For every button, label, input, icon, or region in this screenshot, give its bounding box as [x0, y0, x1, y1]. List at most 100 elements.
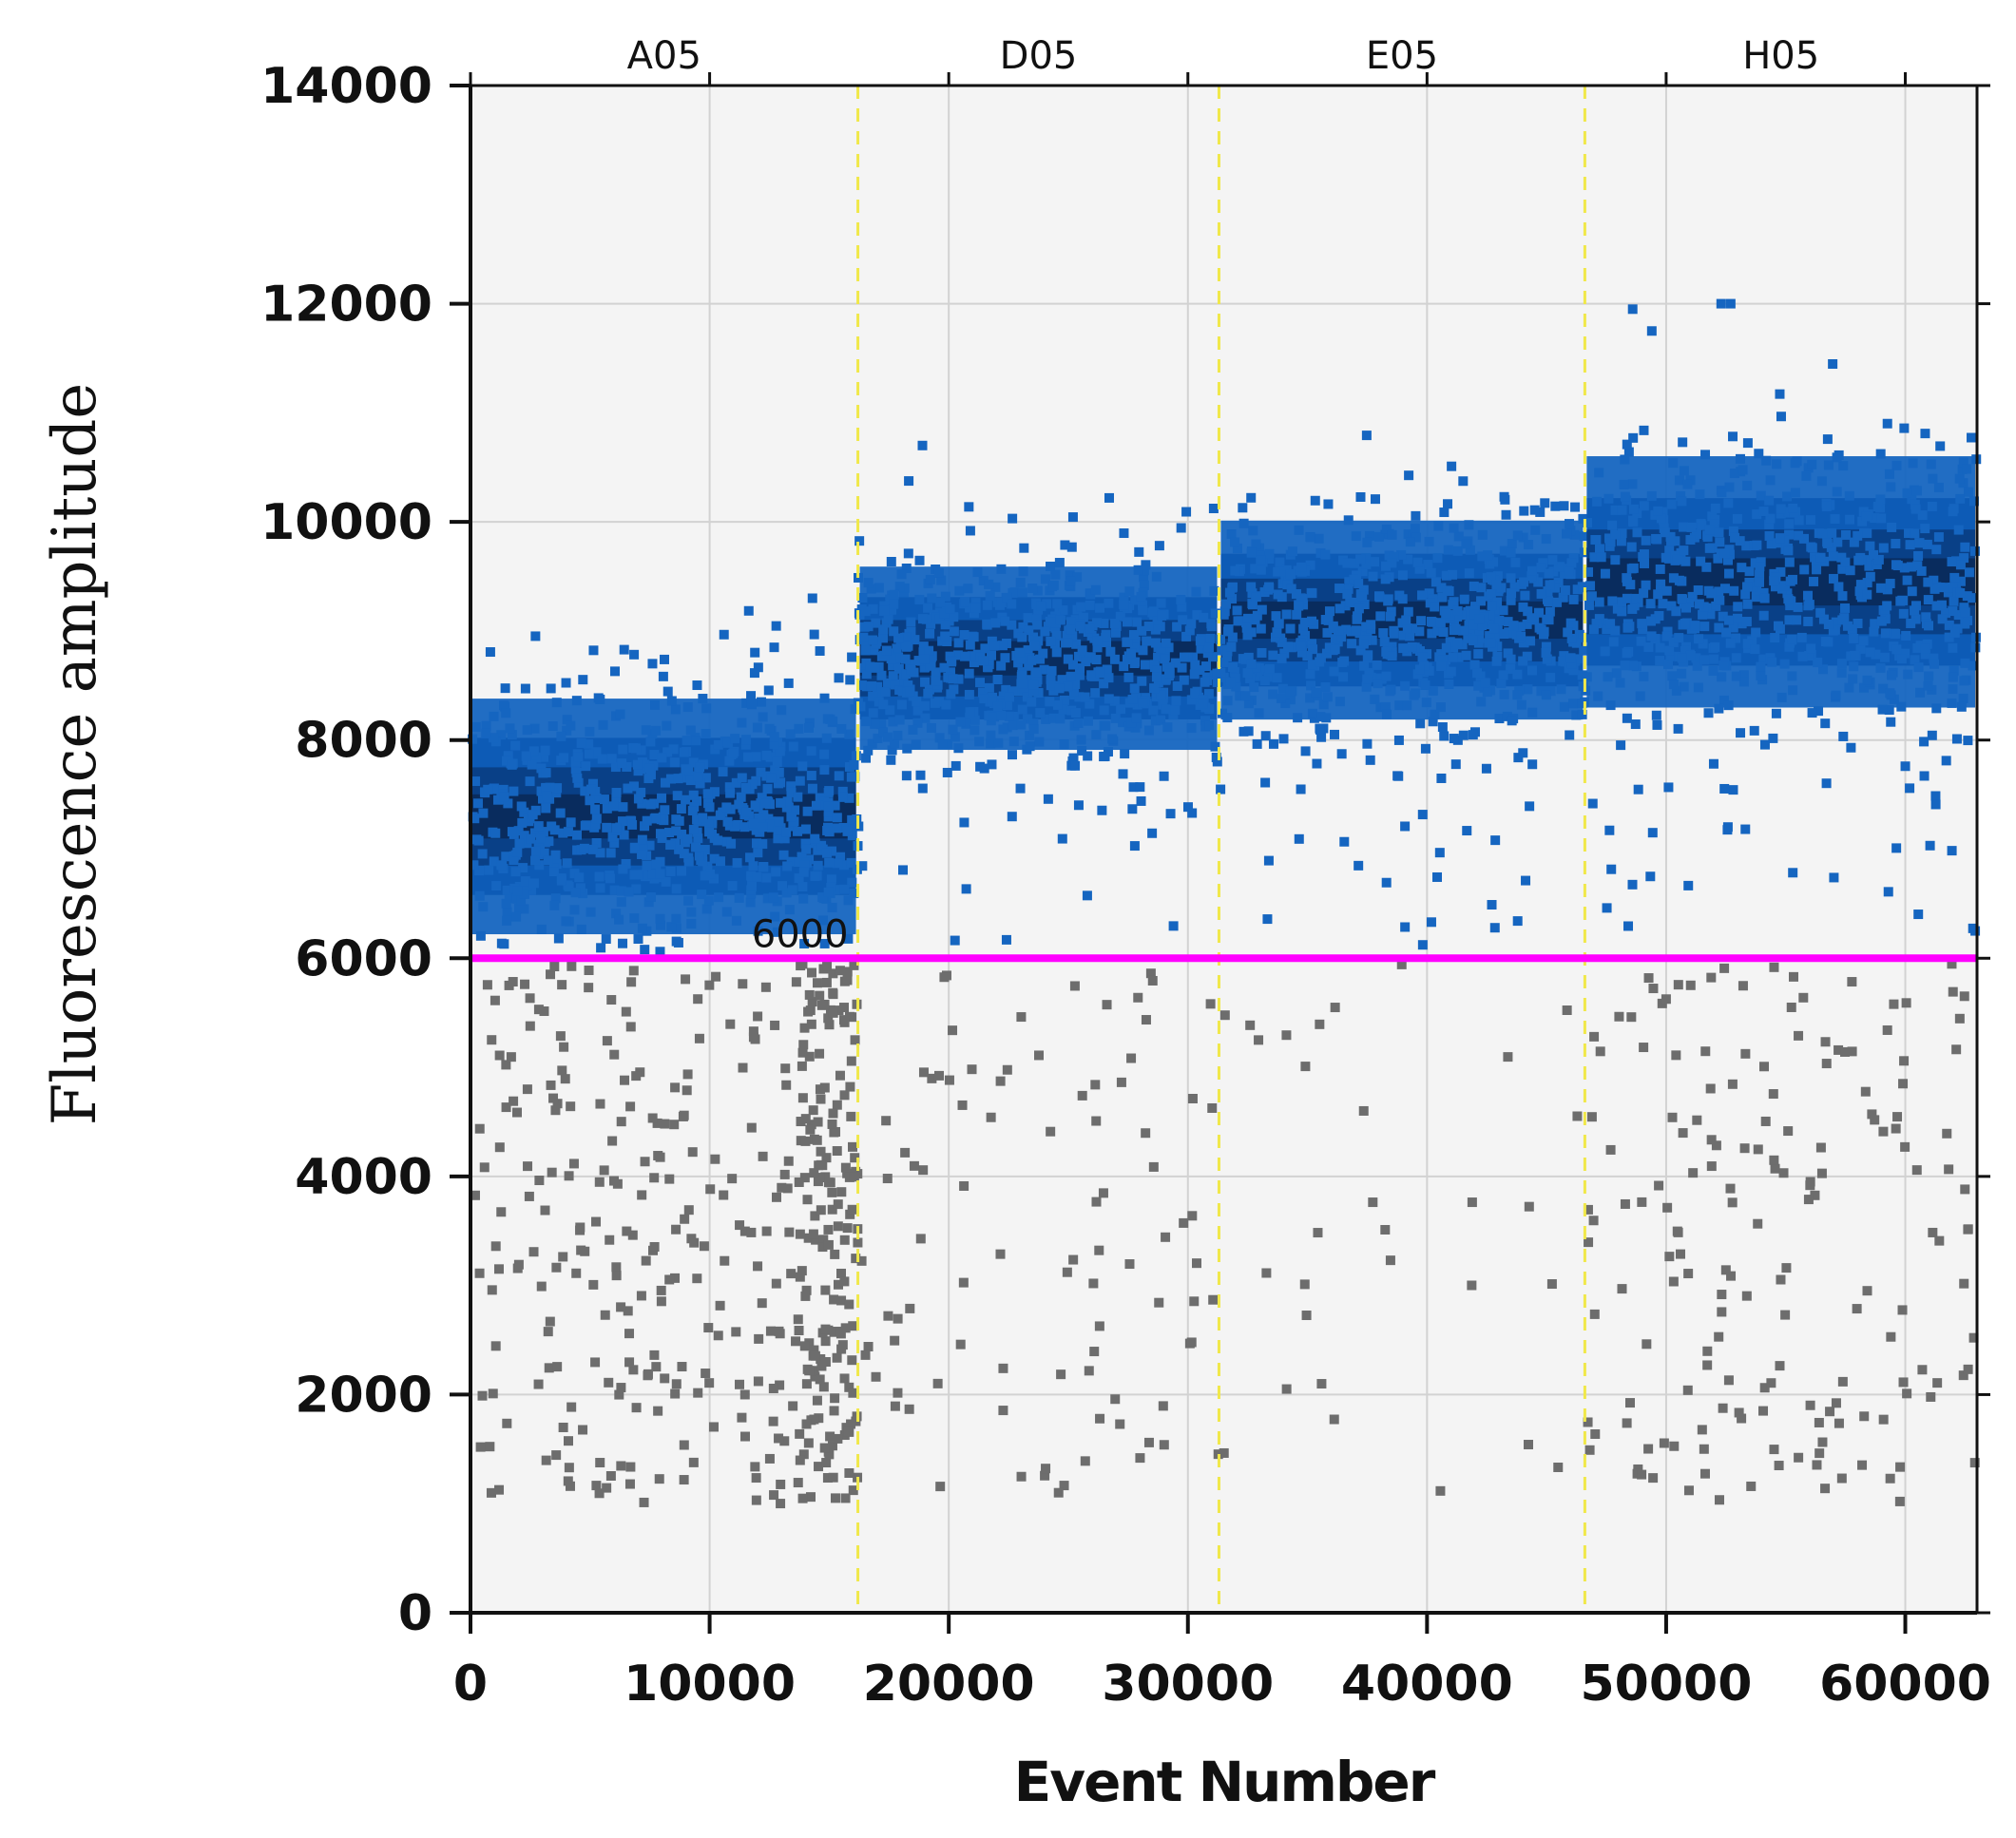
negative-droplet	[797, 1047, 808, 1058]
positive-droplet	[1378, 628, 1389, 639]
positive-droplet	[1293, 713, 1303, 723]
negative-droplet	[1862, 1286, 1872, 1296]
positive-droplet	[863, 622, 874, 632]
positive-droplet	[1668, 573, 1679, 584]
negative-droplet	[1753, 1218, 1763, 1229]
positive-droplet	[601, 934, 611, 945]
positive-droplet	[584, 749, 594, 759]
positive-droplet	[1882, 418, 1892, 429]
negative-droplet	[847, 1204, 857, 1215]
negative-droplet	[703, 1323, 714, 1333]
negative-droplet	[1207, 1102, 1218, 1113]
positive-droplet	[933, 567, 944, 578]
positive-droplet	[1788, 685, 1798, 696]
negative-droplet	[1056, 1369, 1066, 1380]
positive-droplet	[1541, 690, 1551, 700]
positive-droplet	[1663, 660, 1674, 670]
positive-droplet	[849, 759, 859, 770]
negative-droplet	[474, 1123, 485, 1134]
positive-droplet	[1370, 557, 1380, 567]
positive-droplet	[1891, 843, 1902, 853]
negative-droplet	[1917, 1365, 1928, 1375]
positive-droplet	[1223, 626, 1234, 637]
positive-droplet	[490, 828, 501, 838]
negative-droplet	[822, 1473, 833, 1484]
positive-droplet	[1355, 554, 1366, 565]
positive-droplet	[1246, 492, 1257, 503]
positive-droplet	[741, 698, 752, 708]
positive-droplet	[1541, 534, 1551, 545]
negative-droplet	[1313, 1228, 1323, 1238]
positive-droplet	[715, 856, 725, 867]
positive-droplet	[470, 776, 481, 787]
positive-droplet	[1349, 558, 1359, 568]
positive-droplet	[834, 771, 844, 781]
positive-droplet	[599, 795, 609, 805]
negative-droplet	[777, 1182, 787, 1193]
negative-droplet	[625, 1462, 636, 1472]
positive-droplet	[640, 821, 650, 832]
negative-droplet	[1245, 1020, 1256, 1030]
y-tick-label: 6000	[295, 930, 432, 987]
positive-droplet	[1311, 687, 1321, 698]
positive-droplet	[1962, 591, 1972, 602]
positive-droplet	[1905, 540, 1915, 550]
positive-droplet	[924, 645, 934, 656]
positive-droplet	[1126, 648, 1137, 659]
positive-droplet	[1405, 537, 1415, 547]
positive-droplet	[1718, 695, 1729, 705]
negative-droplet	[1740, 1048, 1751, 1059]
negative-droplet	[545, 1316, 555, 1327]
negative-droplet	[653, 1406, 663, 1416]
positive-droplet	[1577, 670, 1587, 680]
positive-droplet	[897, 865, 908, 875]
positive-droplet	[1071, 639, 1082, 649]
positive-droplet	[961, 884, 971, 894]
positive-droplet	[1891, 460, 1902, 470]
negative-droplet	[1820, 1037, 1831, 1047]
positive-droplet	[1855, 580, 1866, 590]
negative-droplet	[1380, 1224, 1391, 1235]
positive-droplet	[1104, 598, 1114, 608]
positive-droplet	[705, 869, 716, 879]
negative-droplet	[1706, 972, 1717, 983]
positive-droplet	[1345, 597, 1355, 607]
positive-droplet	[1923, 577, 1933, 587]
negative-droplet	[753, 1011, 763, 1022]
positive-droplet	[1788, 503, 1798, 513]
negative-droplet	[485, 1442, 495, 1452]
negative-droplet	[839, 1017, 850, 1027]
negative-droplet	[1900, 1141, 1910, 1152]
positive-droplet	[743, 605, 754, 616]
positive-droplet	[1123, 637, 1133, 647]
negative-droplet	[1095, 1413, 1105, 1424]
positive-droplet	[1692, 661, 1702, 671]
positive-droplet	[1666, 499, 1677, 509]
positive-droplet	[1718, 661, 1729, 671]
positive-droplet	[1742, 599, 1753, 609]
positive-droplet	[969, 632, 979, 642]
negative-droplet	[1814, 1448, 1825, 1459]
negative-droplet	[1870, 1115, 1880, 1125]
positive-droplet	[1128, 782, 1139, 793]
positive-droplet	[1544, 568, 1554, 579]
positive-droplet	[946, 657, 956, 667]
positive-droplet	[1149, 660, 1160, 670]
positive-droplet	[1862, 528, 1872, 539]
negative-droplet	[797, 1266, 807, 1276]
positive-droplet	[611, 909, 622, 919]
positive-droplet	[750, 800, 760, 811]
positive-droplet	[1476, 697, 1487, 707]
positive-droplet	[631, 743, 642, 754]
negative-droplet	[851, 1254, 861, 1264]
positive-droplet	[982, 600, 992, 610]
positive-droplet	[1784, 529, 1795, 540]
positive-droplet	[1017, 704, 1027, 715]
positive-droplet	[1822, 434, 1833, 445]
positive-droplet	[1251, 539, 1261, 549]
positive-droplet	[546, 683, 556, 694]
positive-droplet	[1330, 729, 1340, 739]
positive-droplet	[555, 808, 566, 818]
positive-droplet	[581, 820, 591, 831]
positive-droplet	[1725, 298, 1736, 309]
